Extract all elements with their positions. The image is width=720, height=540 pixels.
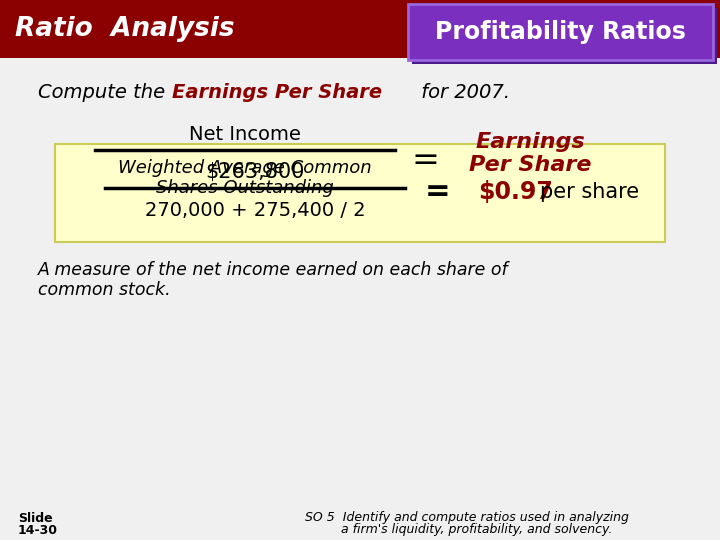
Text: Net Income: Net Income bbox=[189, 125, 301, 144]
Text: $0.97: $0.97 bbox=[478, 180, 553, 204]
Text: Shares Outstanding: Shares Outstanding bbox=[156, 179, 334, 197]
Bar bbox=[55, 144, 665, 242]
Text: per share: per share bbox=[540, 182, 639, 202]
Text: 14-30: 14-30 bbox=[18, 523, 58, 537]
Text: Earnings Per Share: Earnings Per Share bbox=[172, 83, 382, 102]
Text: Profitability Ratios: Profitability Ratios bbox=[435, 20, 686, 44]
Text: Weighted Average Common: Weighted Average Common bbox=[118, 159, 372, 177]
Text: $263,800: $263,800 bbox=[205, 162, 305, 182]
Text: A measure of the net income earned on each share of: A measure of the net income earned on ea… bbox=[38, 261, 508, 279]
Text: SO 5  Identify and compute ratios used in analyzing: SO 5 Identify and compute ratios used in… bbox=[305, 511, 629, 524]
Text: Slide: Slide bbox=[18, 511, 53, 524]
Text: common stock.: common stock. bbox=[38, 281, 171, 299]
Text: a firm's liquidity, profitability, and solvency.: a firm's liquidity, profitability, and s… bbox=[305, 523, 613, 537]
FancyBboxPatch shape bbox=[408, 4, 713, 60]
Bar bbox=[0, 0, 720, 58]
Text: =: = bbox=[426, 178, 451, 206]
FancyBboxPatch shape bbox=[412, 8, 717, 64]
Text: for 2007.: for 2007. bbox=[415, 83, 510, 102]
Text: Ratio  Analysis: Ratio Analysis bbox=[15, 16, 235, 42]
Text: Earnings: Earnings bbox=[475, 132, 585, 152]
Text: Compute the: Compute the bbox=[38, 83, 171, 102]
Text: 270,000 + 275,400 / 2: 270,000 + 275,400 / 2 bbox=[145, 200, 365, 219]
Text: Per Share: Per Share bbox=[469, 155, 591, 175]
Text: =: = bbox=[411, 144, 439, 177]
